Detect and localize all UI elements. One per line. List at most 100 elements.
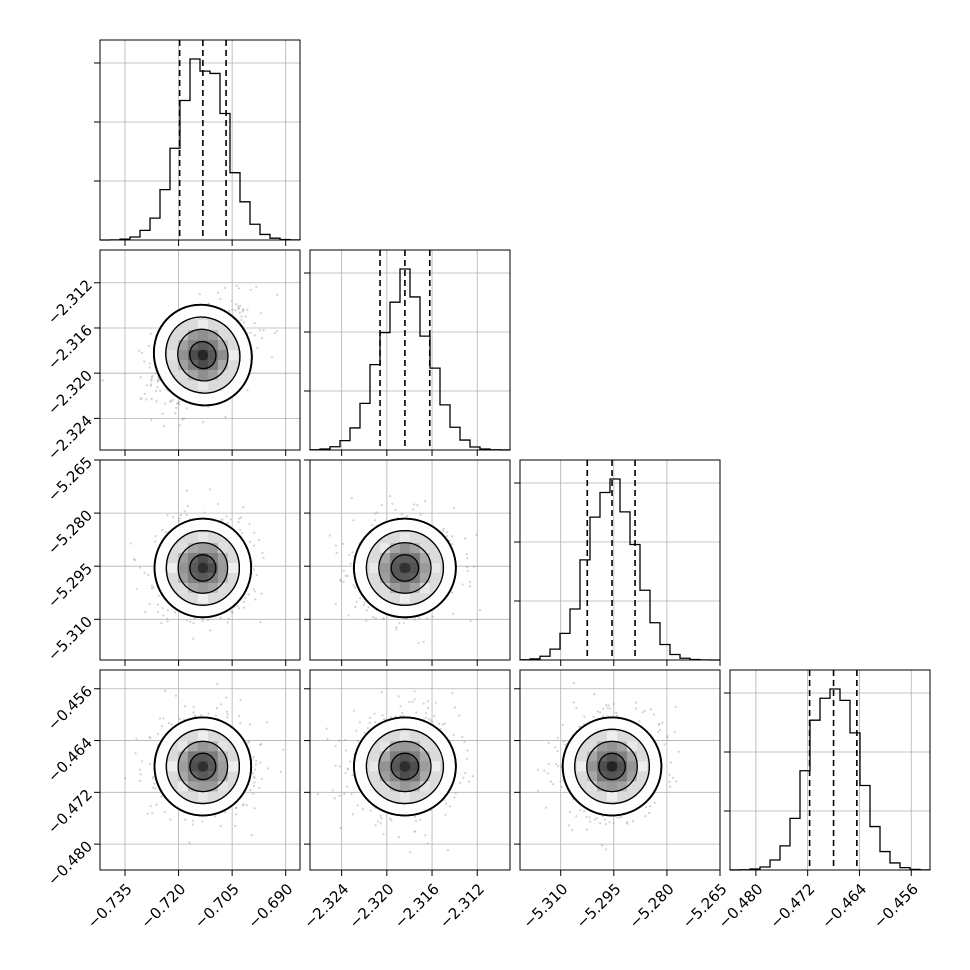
sample-point — [160, 622, 163, 625]
sample-point — [231, 308, 234, 311]
sample-point — [247, 741, 250, 744]
sample-point — [379, 822, 382, 825]
sample-point — [209, 629, 212, 632]
density-bin — [399, 563, 410, 573]
histogram-step-line — [519, 478, 721, 661]
density-bin — [409, 781, 420, 792]
sample-point — [338, 794, 341, 797]
density-bin — [217, 543, 228, 553]
density-bin — [627, 761, 637, 772]
sample-point — [249, 331, 252, 334]
density-bin — [627, 751, 637, 762]
sample-point — [166, 617, 169, 620]
sample-point — [666, 735, 669, 738]
sample-point — [216, 683, 219, 686]
sample-point — [389, 817, 392, 820]
density-bin — [627, 771, 637, 782]
sample-point — [230, 610, 233, 613]
y-tick-label: −0.472 — [44, 786, 96, 838]
density-bin — [177, 330, 188, 341]
sample-point — [257, 539, 261, 542]
sample-point — [433, 714, 436, 717]
sample-point — [138, 779, 141, 783]
sample-point — [589, 820, 592, 823]
sample-point — [604, 823, 607, 826]
sample-point — [475, 533, 478, 537]
sample-point — [177, 519, 181, 523]
sample-point — [146, 812, 149, 816]
contour-line — [365, 530, 445, 606]
density-bin — [227, 350, 238, 361]
density-bin — [217, 781, 228, 792]
x-tick-label: −0.472 — [766, 880, 818, 932]
sample-point — [471, 775, 474, 778]
sample-point — [451, 535, 454, 538]
sample-point — [254, 598, 257, 601]
density-bin — [197, 573, 208, 583]
sample-point — [354, 605, 357, 609]
density-bin — [207, 741, 218, 752]
sample-point — [238, 517, 241, 520]
sample-point — [252, 792, 255, 795]
sample-point — [156, 386, 159, 389]
sample-point — [150, 376, 153, 379]
sample-point — [575, 707, 578, 710]
density-bin — [419, 761, 430, 772]
sample-point — [178, 517, 181, 520]
sample-point — [216, 291, 220, 294]
sample-point — [260, 743, 263, 746]
density-bin — [207, 583, 218, 593]
density-bin — [389, 543, 400, 553]
density-bin — [187, 573, 198, 583]
sample-point — [373, 519, 376, 522]
sample-point — [235, 806, 238, 810]
sample-point — [260, 312, 263, 315]
density-bin — [627, 781, 637, 792]
density-bin — [187, 781, 198, 792]
histogram-step-line — [99, 58, 301, 241]
sample-point — [170, 723, 173, 726]
sample-point — [161, 607, 164, 610]
sample-point — [641, 711, 644, 714]
sample-point — [463, 740, 466, 744]
sample-point — [585, 815, 588, 818]
sample-point — [446, 531, 449, 534]
sample-point — [446, 849, 450, 852]
sample-point — [192, 622, 195, 625]
sample-point — [381, 714, 384, 717]
density-bin — [197, 340, 208, 351]
density-bin — [197, 751, 208, 762]
contour-line — [165, 530, 240, 606]
sample-point — [352, 584, 355, 587]
panel-frame — [519, 669, 721, 871]
sample-point — [402, 622, 405, 625]
sample-point — [350, 497, 353, 500]
density-bin — [217, 563, 228, 573]
sample-point — [452, 733, 455, 737]
sample-point — [225, 696, 228, 699]
sample-point — [394, 508, 397, 511]
sample-point — [427, 700, 430, 703]
sample-point — [478, 608, 482, 612]
scatter-panel-4-2 — [304, 669, 511, 876]
sample-point — [397, 695, 400, 698]
sample-point — [175, 406, 178, 409]
sample-point — [159, 389, 162, 392]
density-bin — [177, 751, 188, 762]
sample-point — [255, 285, 258, 288]
sample-point — [448, 805, 452, 808]
sample-point — [258, 786, 261, 789]
density-bin — [197, 380, 208, 391]
sample-point — [400, 513, 403, 516]
sample-point — [169, 400, 172, 403]
sample-point — [223, 286, 227, 289]
sample-point — [207, 618, 210, 622]
sample-point — [215, 707, 218, 710]
density-bin — [577, 761, 587, 772]
sample-point — [549, 780, 553, 783]
density-bin — [429, 563, 440, 573]
density-bin — [197, 370, 208, 381]
density-bin — [187, 751, 198, 762]
density-bin — [379, 573, 390, 583]
sample-point — [239, 305, 242, 308]
